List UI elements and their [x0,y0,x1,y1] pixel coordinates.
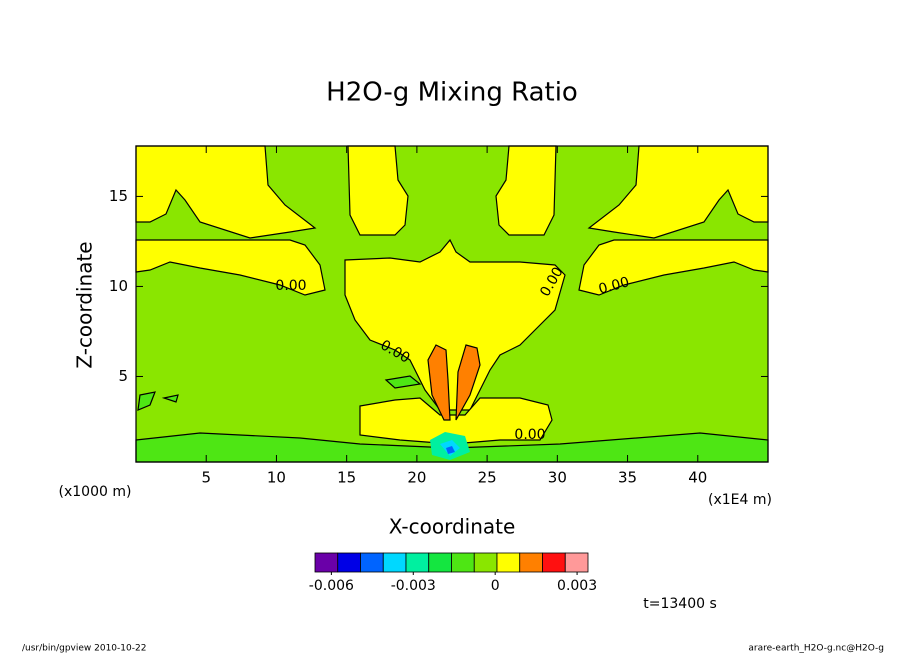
colorbar-box [496,552,521,573]
contour-region [427,344,481,421]
colorbar-box [519,552,543,573]
y-tick-label: 10 [109,277,128,295]
contour-group [135,145,409,296]
contour-region [359,397,553,445]
colorbar-box [564,552,589,573]
contour-region [135,239,326,296]
colorbar-tick-label: 0 [491,578,500,594]
contour-label: 0.00 [275,278,306,294]
y-axis-label: Z-coordinate [73,241,97,368]
colorbar-box [360,552,384,573]
x-tick-label: 5 [201,469,211,487]
x-tick-label: 30 [548,469,567,487]
contour-field [135,145,769,463]
x-tick-label: 35 [618,469,637,487]
x-tick-label: 40 [688,469,707,487]
footer-left: /usr/bin/gpview 2010-10-22 [22,644,146,654]
x-tick-label: 25 [478,469,497,487]
colorbar-box [314,552,339,573]
contour-region [446,446,455,454]
time-label: t=13400 s [643,596,717,612]
x-unit: (x1E4 m) [708,492,772,508]
y-unit: (x1000 m) [59,484,132,500]
colorbar-tick-label: -0.006 [309,578,354,594]
colorbar-box [473,552,498,573]
contour-label: 0.00 [514,427,545,443]
y-tick-label: 15 [109,187,128,205]
x-tick-label: 10 [267,469,286,487]
footer-right: arare-earth_H2O-g.nc@H2O-g [748,644,884,654]
colorbar-box [382,552,407,573]
contour-region [137,375,422,411]
colorbar-box [542,552,566,573]
colorbar-tick-label: -0.003 [391,578,436,594]
y-tick-label: 5 [118,367,128,385]
contour-region [135,145,317,239]
contour-label: 0.00 [597,274,631,298]
colorbar-box [405,552,430,573]
x-tick-label: 20 [407,469,426,487]
colorbar-box [428,552,452,573]
x-tick-label: 15 [337,469,356,487]
chart-title: H2O-g Mixing Ratio [326,78,578,108]
plot-frame [135,145,769,463]
colorbar-box [451,552,475,573]
colorbar-tick-label: 0.003 [557,578,597,594]
contour-region [347,145,409,236]
colorbar-box [337,552,361,573]
contour-region [344,238,566,411]
x-axis-label: X-coordinate [389,515,516,539]
